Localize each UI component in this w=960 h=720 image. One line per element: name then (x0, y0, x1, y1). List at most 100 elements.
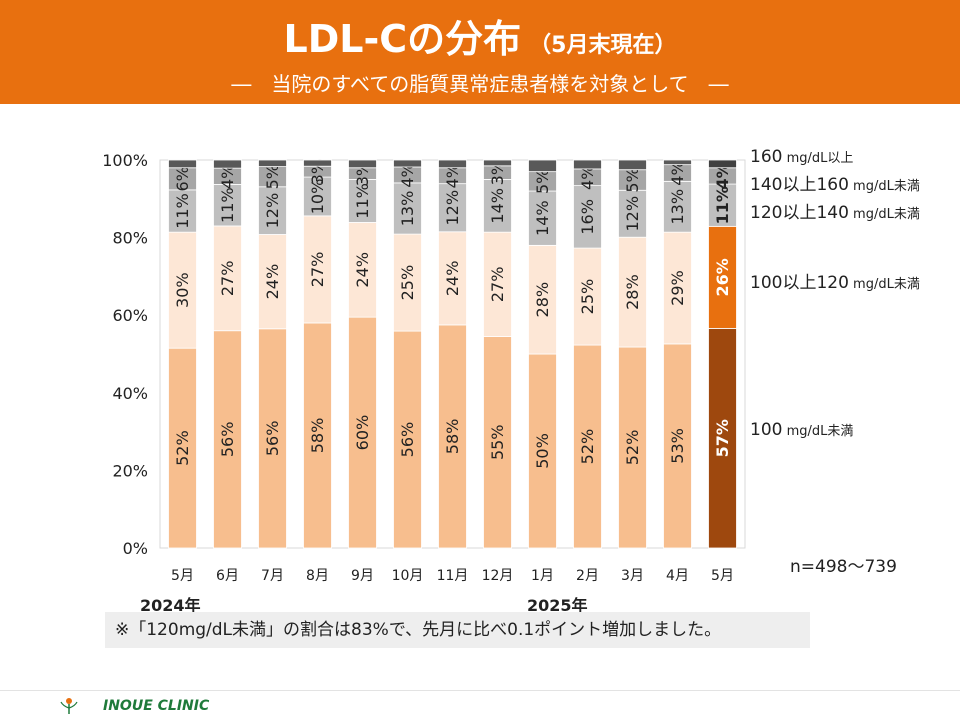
data-label-r100_120: 30% (173, 272, 192, 308)
data-label-r100_120: 27% (488, 267, 507, 303)
bar-segment-lt100 (708, 327, 737, 549)
data-label-lt100: 56% (263, 421, 282, 457)
bar-segment-ge160 (618, 159, 647, 171)
data-label-r120_140: 12% (623, 196, 642, 232)
bar-segment-r120_140 (393, 182, 422, 235)
data-label-r140_160: 4% (218, 164, 237, 189)
bar-segment-lt100 (348, 316, 377, 549)
sample-size-label: n=498～739 (790, 557, 897, 577)
data-label-r120_140: 10% (308, 179, 327, 215)
bar-segment-r100_120 (393, 233, 422, 332)
data-label-r120_140: 11% (218, 187, 237, 223)
bar-segment-r100_120 (483, 231, 512, 337)
data-label-r100_120: 24% (443, 261, 462, 297)
y-tick-label: 20% (112, 461, 148, 480)
data-label-r140_160: 5% (533, 169, 552, 194)
data-label-r100_120: 27% (218, 261, 237, 297)
bar-segment-r120_140 (528, 190, 557, 246)
data-label-r120_140: 16% (578, 199, 597, 235)
data-label-r100_120: 29% (668, 270, 687, 306)
data-label-lt100: 55% (488, 424, 507, 460)
x-tick-label: 5月 (711, 568, 734, 584)
x-tick-label: 6月 (216, 568, 239, 584)
data-label-lt100: 56% (218, 422, 237, 458)
y-tick-label: 80% (112, 229, 148, 248)
year-label-2025: 2025年 (527, 596, 588, 615)
bar-segment-r120_140 (483, 178, 512, 233)
data-label-lt100: 58% (443, 419, 462, 455)
data-label-r140_160: 4% (668, 160, 687, 185)
legend-140-160: 140以上160 mg/dL未満 (750, 175, 920, 195)
clinic-name: INOUE CLINIC (103, 698, 210, 714)
year-label-2024: 2024年 (140, 596, 201, 615)
data-label-r120_140: 14% (488, 188, 507, 224)
bar-segment-r100_120 (213, 225, 242, 332)
y-tick-label: 40% (112, 384, 148, 403)
bar-segment-r120_140 (213, 184, 242, 227)
bar-segment-lt100 (168, 347, 197, 549)
x-tick-label: 1月 (531, 568, 554, 584)
bar-segment-ge160 (663, 159, 692, 166)
data-label-r100_120: 28% (623, 274, 642, 310)
data-label-r120_140: 11% (173, 193, 192, 229)
x-tick-label: 4月 (666, 568, 689, 584)
data-label-r100_120: 25% (578, 279, 597, 315)
bar-segment-ge160 (708, 159, 737, 169)
data-label-r140_160: 4% (398, 162, 417, 187)
bar-segment-lt100 (258, 328, 287, 549)
data-label-r140_160: 5% (623, 167, 642, 192)
data-label-r140_160: 4% (578, 165, 597, 190)
data-label-lt100: 60% (353, 415, 372, 451)
data-label-r100_120: 24% (353, 252, 372, 288)
bar-segment-lt100 (483, 336, 512, 549)
header-banner: LDL-Cの分布 （5月末現在） ― 当院のすべての脂質異常症患者様を対象として … (0, 0, 960, 104)
data-label-r120_140: 11% (353, 183, 372, 219)
bar-segment-lt100 (393, 330, 422, 549)
data-label-r120_140: 14% (533, 200, 552, 236)
bar-segment-r120_140 (303, 176, 332, 217)
data-label-r100_120: 28% (533, 282, 552, 318)
data-label-r120_140: 13% (668, 189, 687, 225)
bar-segment-ge160 (213, 159, 242, 169)
y-tick-label: 60% (112, 306, 148, 325)
y-tick-label: 0% (123, 539, 148, 558)
data-label-r120_140: 12% (443, 190, 462, 226)
bar-segment-lt100 (438, 324, 467, 549)
data-label-r100_120: 27% (308, 252, 327, 288)
bar-segment-r120_140 (258, 186, 287, 235)
y-tick-label: 100% (102, 151, 148, 170)
x-tick-label: 5月 (171, 568, 194, 584)
x-tick-label: 3月 (621, 568, 644, 584)
data-label-r140_160: 3% (488, 160, 507, 185)
bar-segment-lt100 (213, 330, 242, 549)
data-label-r120_140: 11% (713, 186, 732, 224)
data-label-r120_140: 12% (263, 193, 282, 229)
data-label-lt100: 57% (713, 419, 732, 457)
bar-segment-r120_140 (708, 183, 737, 227)
clinic-logo-icon (60, 698, 78, 714)
bar-segment-ge160 (528, 159, 557, 173)
bar-segment-r120_140 (168, 189, 197, 233)
data-label-lt100: 50% (533, 433, 552, 469)
data-label-lt100: 52% (623, 430, 642, 466)
title-sub: （5月末現在） (529, 33, 677, 58)
x-tick-label: 11月 (437, 568, 469, 584)
data-label-lt100: 53% (668, 428, 687, 464)
bar-segment-r100_120 (168, 231, 197, 349)
legend-100-120: 100以上120 mg/dL未満 (750, 273, 920, 293)
bar-segment-ge160 (483, 159, 512, 167)
bar-segment-ge160 (168, 159, 197, 169)
bar-segment-r100_120 (348, 222, 377, 318)
bar-segment-r120_140 (573, 185, 602, 249)
bar-segment-ge160 (393, 159, 422, 168)
bar-segment-r100_120 (663, 231, 692, 345)
bar-segment-r100_120 (618, 236, 647, 348)
x-tick-label: 9月 (351, 568, 374, 584)
data-label-r140_160: 4% (443, 163, 462, 188)
page-subtitle: ― 当院のすべての脂質異常症患者様を対象として ― (231, 72, 729, 96)
data-label-r120_140: 13% (398, 191, 417, 227)
bar-segment-lt100 (618, 346, 647, 549)
data-label-r100_120: 26% (713, 258, 732, 296)
bar-segment-ge160 (348, 159, 377, 169)
